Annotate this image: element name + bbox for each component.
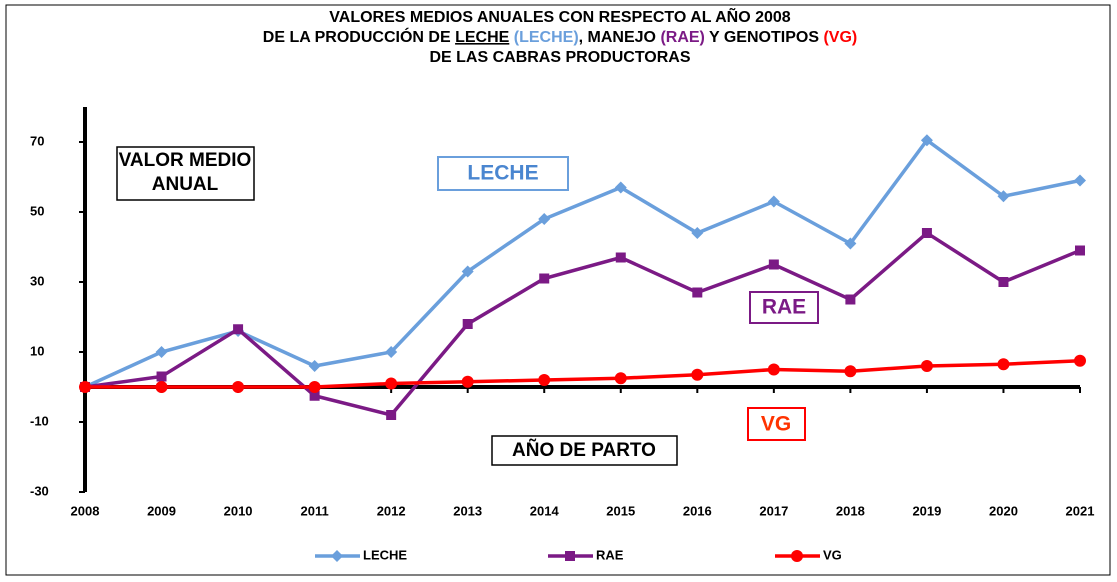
point [691,368,704,381]
chart-title: DE LAS CABRAS PRODUCTORAS [429,49,690,66]
point [461,265,474,278]
x-tick-label: 2009 [147,503,176,518]
annotation: VG [761,413,791,436]
point [385,377,398,390]
point [539,273,550,284]
chart-title: VALORES MEDIOS ANUALES CON RESPECTO AL A… [329,6,791,26]
point [156,371,167,382]
point [845,294,856,305]
point [920,360,933,372]
x-tick-label: 2010 [224,503,253,518]
point [232,381,245,393]
x-axis-title: AÑO DE PARTO [512,439,656,461]
title-part: , MANEJO [579,29,661,46]
point [1075,245,1085,256]
title-part: (VG) [823,29,857,46]
point [614,181,627,194]
y-tick-label: 10 [30,343,44,358]
x-tick-label: 2008 [71,503,100,518]
point [768,259,779,270]
point [538,374,551,386]
point [233,324,244,335]
y-tick-label: -30 [30,483,49,498]
point [308,381,321,393]
series-line [85,359,1081,389]
point [692,287,703,298]
point [691,227,704,239]
legend-label: RAE [596,547,624,562]
legend-label: LECHE [363,547,407,562]
legend-label: VG [823,547,842,562]
point [920,134,933,147]
chart-border [5,4,1111,576]
annotation-box [491,435,678,466]
point [461,375,474,388]
annotation: LECHE [467,162,538,185]
point [308,360,321,372]
title-part: Y GENOTIPOS [705,29,824,46]
x-tick-label: 2018 [836,503,865,518]
point [462,319,473,329]
annotation: VALOR MEDIO [119,150,252,171]
annotation-box [747,407,806,441]
point [538,213,551,225]
x-tick-label: 2011 [301,503,329,518]
x-tick-label: 2017 [759,503,788,518]
point [998,277,1009,287]
point [767,363,780,376]
point [844,365,857,378]
point [921,228,932,238]
point [386,410,397,420]
legend-marker [331,550,343,562]
point [614,372,627,385]
point [844,237,857,250]
point [385,346,398,358]
title-part: (RAE) [660,29,704,46]
series-line [84,230,1081,417]
annotation: RAE [762,296,806,319]
title-part: (LECHE) [509,29,578,46]
annotation-box [749,291,819,324]
y-tick-label: -10 [30,413,49,428]
point [155,381,168,393]
x-tick-label: 2014 [530,503,560,518]
y-tick-label: 30 [30,273,44,288]
title-part: LECHE [455,29,510,46]
annotation-box [437,156,569,191]
point [155,346,168,358]
x-tick-label: 2015 [606,503,635,518]
point [767,195,780,208]
series-line [84,137,1081,389]
point [615,252,626,263]
legend-marker [791,550,803,562]
point [79,381,91,393]
x-tick-label: 2019 [912,503,941,518]
annotation: ANUAL [152,174,219,195]
x-tick-label: 2020 [989,503,1018,518]
title-part: DE LA PRODUCCIÓN DE [263,27,455,46]
x-tick-label: 2016 [683,503,712,518]
y-tick-label: 70 [30,133,44,148]
point [1074,354,1086,367]
x-tick-label: 2021 [1066,503,1095,518]
legend-marker [565,551,575,561]
point [309,390,320,401]
y-tick-label: 50 [30,203,44,218]
point [1074,174,1086,187]
x-tick-label: 2012 [377,503,406,518]
x-tick-label: 2013 [453,503,482,518]
point [997,358,1010,371]
point [997,190,1010,203]
chart-title: DE LA PRODUCCIÓN DE LECHE (LECHE), MANEJ… [263,27,857,46]
annotation-box [116,146,255,201]
